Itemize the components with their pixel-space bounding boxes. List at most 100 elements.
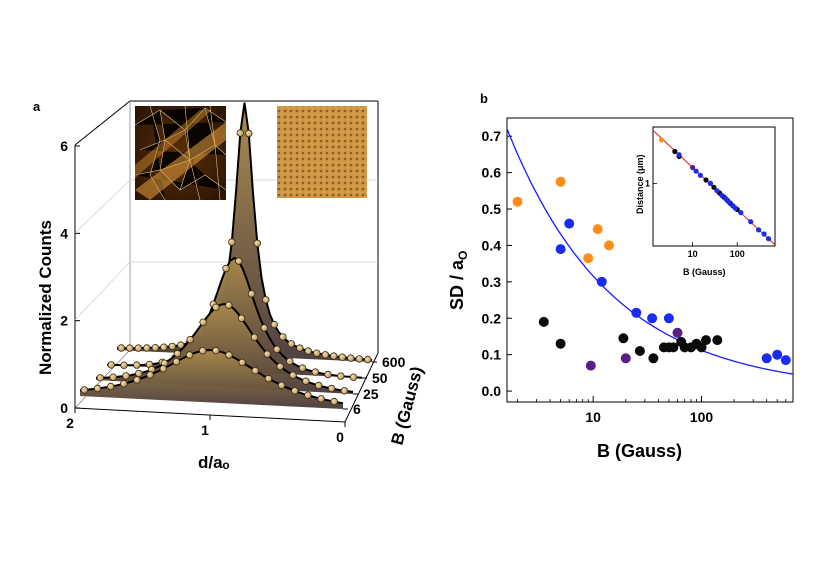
y-tick-label: 0.1 [482,347,502,363]
histogram-curves [79,102,373,409]
data-point [107,361,115,369]
inset-point-blue [726,199,732,205]
data-point [135,369,143,378]
point-orange [512,196,523,207]
data-point [93,384,102,393]
x-axis-label: d/aₒ [198,453,230,472]
x-axis-ticks: 2 1 0 [66,408,346,445]
curve-600 [117,102,373,361]
plot-frame [506,117,794,403]
z-tick-label: 6 [353,401,361,417]
grid-line [74,261,131,321]
inset-y-axis-label: Distance (μm) [635,154,645,214]
z-tick-label: 50 [372,370,388,386]
inset-point-blue [676,152,682,158]
data-point [172,358,181,366]
inset-point-blue [693,168,699,174]
point-black [538,316,549,327]
data-point [173,349,182,358]
data-point [120,380,128,388]
inset-point-blue [738,210,744,216]
y-axis-ticks: 0.7 0.6 0.5 0.4 0.3 0.2 0.1 0.0 [482,128,512,399]
z-tick-label: 25 [363,386,379,402]
data-point [212,303,220,311]
data-point [321,351,329,359]
data-point [340,387,349,395]
data-point [270,320,278,329]
data-point [126,344,134,352]
inset-point-blue [761,231,767,237]
data-point [225,351,233,359]
data-point [186,335,194,344]
data-point [236,129,244,137]
inset-image-vortex-lattice-ordered [277,106,367,198]
data-point [185,351,194,359]
inset-point-blue [723,196,729,202]
data-point [225,301,233,309]
data-point [349,373,358,381]
point-black [712,335,723,346]
data-point [315,381,323,390]
data-point [80,386,89,394]
data-point [298,364,307,372]
data-point [291,387,299,395]
point-black [648,353,659,364]
data-point [289,371,297,379]
point-black [701,335,711,346]
inset-point-blue [732,205,738,211]
data-point [364,355,372,364]
data-point [222,264,230,273]
panel-a: a [33,99,427,472]
inset-data-points [658,137,772,242]
inset-point-black [672,148,678,155]
point-black [618,333,629,344]
x-tick-label: 100 [690,409,714,425]
data-point [199,318,207,326]
data-point [302,377,310,385]
point-purple [585,360,596,371]
data-point [355,355,363,363]
data-point [263,350,271,358]
data-point [237,314,246,322]
point-black [634,346,645,356]
y-tick-label: 2 [60,313,68,329]
point-blue [564,218,575,229]
inset-point-black [711,184,717,190]
data-point [133,376,141,384]
y-tick-label: 0.5 [482,201,502,217]
inset-point-black [703,177,709,183]
y-tick-label: 0.0 [482,383,502,399]
y-axis-label: Normalized Counts [36,220,55,375]
data-point [177,341,185,349]
data-point [317,395,325,403]
data-point [330,397,338,406]
data-point [198,347,207,355]
y-tick-label: 0.7 [482,128,502,144]
inset-point-blue [697,172,704,178]
data-point [120,361,128,369]
data-point [276,362,284,371]
data-point [212,346,220,355]
data-point [253,239,261,247]
point-blue [780,355,791,366]
z-tick-label: 600 [382,354,406,370]
x-axis-label: B (Gauss) [597,441,682,461]
y-tick-label: 0.4 [482,237,502,253]
y-axis-label: SD / aO [447,251,470,310]
data-point [143,344,151,352]
point-blue [647,313,658,324]
y-axis-ticks: 0 2 4 6 [60,138,80,416]
data-points [512,176,791,371]
y-axis-label-subscript: O [456,251,470,260]
inset-x-tick-label: 10 [688,249,698,259]
y-tick-label: 4 [60,225,68,241]
y-tick-label: 0.2 [482,310,502,326]
point-orange [583,253,594,264]
data-point [330,352,338,360]
data-point [262,296,270,304]
x-tick-label: 0 [336,429,344,445]
inset-y-tick-label: 1 [645,178,650,188]
point-orange [592,224,603,235]
data-point [247,290,256,298]
